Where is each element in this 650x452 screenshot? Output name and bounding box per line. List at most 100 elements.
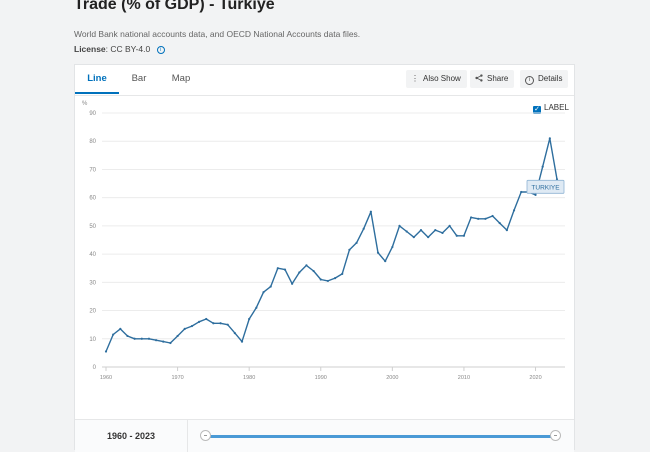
data-point [276, 267, 279, 270]
details-label: Details [538, 74, 563, 83]
info-icon[interactable]: i [156, 46, 165, 54]
data-point [498, 221, 501, 225]
range-slider-start-handle[interactable] [200, 430, 211, 441]
data-point [341, 272, 344, 275]
data-point [226, 323, 229, 326]
range-separator: - [127, 431, 135, 441]
x-tick-label: 1990 [315, 375, 327, 381]
y-tick-label: 60 [89, 196, 96, 202]
license-label: License [74, 44, 106, 54]
data-point [140, 337, 143, 340]
range-slider-track[interactable] [206, 435, 556, 438]
x-tick-label: 2010 [458, 375, 470, 381]
tab-bar-chart[interactable]: Bar [131, 73, 147, 84]
data-point [326, 279, 330, 283]
data-point [355, 241, 358, 244]
range-slider-end-handle[interactable] [550, 430, 561, 441]
data-point [291, 282, 294, 285]
data-point [233, 332, 236, 335]
data-point [162, 340, 165, 343]
data-point [520, 190, 523, 194]
tab-bar: Line Bar Map ⋮ Also Show Share i Details [75, 65, 574, 96]
page-title: Trade (% of GDP) - Turkiye [74, 0, 275, 13]
tab-line[interactable]: Line [75, 65, 119, 94]
y-tick-label: 20 [89, 309, 96, 315]
data-point [455, 234, 458, 237]
share-icon [475, 74, 483, 82]
data-point [369, 210, 372, 213]
data-point [305, 264, 308, 267]
also-show-label: Also Show [423, 74, 461, 83]
info-icon: i [525, 76, 534, 85]
series-end-label: TURKIYE [531, 184, 560, 191]
data-point [412, 236, 415, 239]
data-point [255, 306, 258, 309]
license-line: License: CC BY-4.0 i [74, 44, 165, 54]
x-tick-label: 2000 [386, 375, 398, 381]
data-point [469, 216, 473, 219]
range-footer: 1960 - 2023 [75, 419, 574, 452]
data-point [262, 291, 265, 294]
data-point [384, 260, 387, 263]
data-point [419, 229, 423, 232]
data-point [391, 245, 394, 249]
y-tick-label: 90 [89, 111, 96, 117]
y-tick-label: 0 [93, 365, 97, 371]
data-point [548, 137, 551, 140]
data-point [555, 178, 559, 181]
data-point [376, 251, 380, 254]
data-point [477, 217, 480, 220]
data-point [112, 333, 115, 336]
data-point [197, 320, 201, 323]
license-value: : CC BY-4.0 [105, 44, 151, 54]
range-end: 2023 [135, 431, 156, 441]
data-point [126, 334, 129, 338]
checkbox-icon[interactable]: ✓ [533, 106, 541, 114]
data-point [183, 327, 186, 330]
data-point [283, 268, 287, 271]
data-point [298, 271, 301, 274]
x-tick-label: 1960 [100, 375, 112, 381]
data-point [155, 339, 158, 342]
data-point [248, 317, 251, 321]
data-point [147, 337, 151, 340]
y-axis-label: % [82, 101, 88, 107]
data-point [348, 248, 351, 251]
data-point [505, 229, 508, 232]
also-show-button[interactable]: ⋮ Also Show [406, 70, 467, 88]
data-point [312, 269, 315, 273]
data-point [205, 317, 208, 321]
y-tick-label: 50 [89, 224, 96, 230]
data-point [333, 277, 337, 280]
label-toggle[interactable]: ✓ LABEL [533, 103, 569, 114]
data-point [362, 227, 365, 230]
x-tick-label: 1970 [171, 375, 183, 381]
data-point [212, 322, 215, 325]
details-button[interactable]: i Details [520, 70, 569, 88]
data-point [176, 334, 179, 338]
label-toggle-text: LABEL [544, 103, 569, 112]
share-label: Share [487, 74, 509, 83]
y-tick-label: 30 [89, 280, 96, 286]
chart-card: Line Bar Map ⋮ Also Show Share i Details ✓… [74, 64, 575, 452]
y-tick-label: 80 [89, 139, 96, 145]
x-tick-label: 2020 [529, 375, 541, 381]
x-tick-label: 1980 [243, 375, 255, 381]
data-point [534, 193, 537, 196]
data-point [491, 214, 494, 218]
data-point [133, 337, 136, 340]
data-point [319, 278, 322, 281]
data-point [398, 224, 401, 227]
line-chart: 0 10 20 30 40 50 60 70 80 90% 1960 1970 1980 1990 2000… [82, 101, 565, 381]
data-point [240, 340, 244, 343]
data-point [169, 341, 172, 345]
data-point [104, 350, 108, 353]
data-point [512, 209, 516, 212]
data-point [441, 231, 444, 235]
share-button[interactable]: Share [470, 70, 515, 88]
y-tick-label: 70 [89, 167, 96, 173]
data-point [405, 230, 408, 233]
tab-map[interactable]: Map [171, 73, 191, 84]
series-end-label-box [526, 179, 565, 194]
data-point [462, 234, 466, 237]
